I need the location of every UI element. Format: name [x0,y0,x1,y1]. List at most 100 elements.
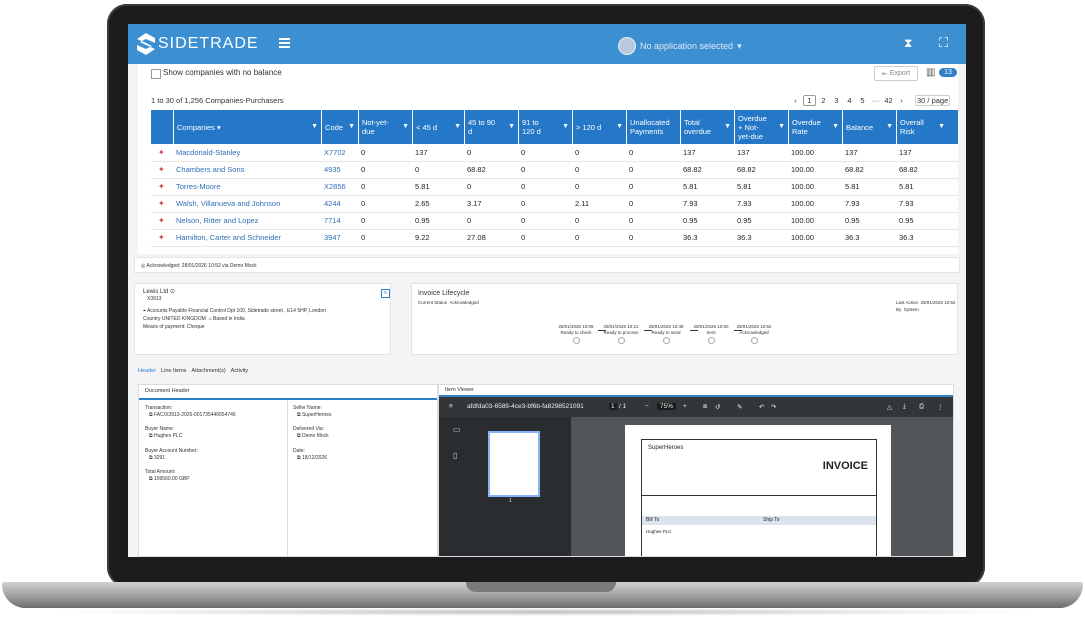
seller-name-value[interactable]: ⧉ SuperHeroes [297,412,332,418]
header-balance[interactable]: Balance ▼ [842,110,896,144]
page-2-button[interactable]: 2 [821,96,826,105]
filter-icon[interactable]: ▼ [886,123,893,130]
header-companies[interactable]: Companies ▾ ▼ [173,110,321,144]
hourglass-icon[interactable]: ⧗ [904,36,913,50]
filter-icon[interactable]: ▼ [616,123,623,130]
tab-line-items[interactable]: Line Items [161,368,187,374]
header-label: 91 to 120 d [522,118,541,136]
table-row[interactable]: ✦ Hamilton, Carter and Schneider 3947 0 9.22… [151,229,958,247]
filter-icon[interactable]: ▼ [402,123,409,130]
total-amount-value[interactable]: ⧉ 109560.00 GBP [149,476,190,482]
code-link[interactable]: X7702 [324,148,346,157]
transaction-value[interactable]: ⧉ FAC/X3913-2026-001735446654746 [149,412,236,418]
pdf-page-input[interactable]: 1 [609,403,617,410]
brand-name[interactable]: SIDETRADE [158,35,259,52]
header-code[interactable]: Code ▼ [321,110,358,144]
tab-header[interactable]: Header [138,368,157,374]
table-row[interactable]: ✦ Torres-Moore X2856 0 5.81 0 0 0 0 5.81 5.81 100.0… [151,178,958,196]
header-lt-45-days[interactable]: < 45 d ▼ [412,110,464,144]
company-link[interactable]: Macdonald-Stanley [176,148,241,157]
company-name[interactable]: Lewis Ltd ⊙ [143,289,175,296]
redo-icon[interactable]: ↷ [771,404,777,411]
code-link[interactable]: X2856 [324,182,346,191]
pdf-menu-icon[interactable]: ≡ [449,403,453,410]
header-total-overdue[interactable]: Total overdue ▼ [680,110,734,144]
drive-icon[interactable]: △ [887,404,892,411]
page-ellipsis[interactable]: ··· [871,96,880,105]
table-row[interactable]: ✦ Walsh, Villanueva and Johnson 4244 0 2.65 3… [151,195,958,213]
page-42-button[interactable]: 42 [884,96,893,105]
table-row[interactable]: ✦ Nelson, Ritter and Lopez 7714 0 0.95 0 0 0 0 0.… [151,212,958,230]
header-overdue-rate[interactable]: Overdue Rate ▼ [788,110,842,144]
tab-activity[interactable]: Activity [230,368,249,374]
zoom-out-icon[interactable]: − [645,403,649,410]
row-action-icon[interactable]: ✦ [158,165,165,174]
header-overdue-not-yet-due[interactable]: Overdue + Not-yet-due ▼ [734,110,788,144]
edit-icon[interactable]: ≡ [381,289,390,298]
row-action-icon[interactable]: ✦ [158,182,165,191]
previous-page-icon[interactable]: ‹ [794,96,797,105]
filter-icon[interactable]: ▼ [562,123,569,130]
page-4-button[interactable]: 4 [847,96,852,105]
download-icon[interactable]: ⤓ [903,403,906,410]
header-45-90-days[interactable]: 45 to 90 d ▼ [464,110,518,144]
pdf-page-thumbnail[interactable] [488,431,540,497]
rotate-icon[interactable]: ↺ [715,404,721,411]
zoom-in-icon[interactable]: + [683,403,687,410]
filter-icon[interactable]: ▼ [508,123,515,130]
thumbnails-icon[interactable]: ▭ [453,425,461,434]
filter-icon[interactable]: ▼ [348,123,355,130]
outline-icon[interactable]: ▯ [453,451,458,460]
company-link[interactable]: Chambers and Sons [176,165,245,174]
columns-icon[interactable]: ▥ [926,67,936,78]
row-action-icon[interactable]: ✦ [158,233,165,242]
filter-icon[interactable]: ▼ [778,123,785,130]
tab-attachments[interactable]: Attachment(s) [191,368,226,374]
table-row[interactable]: ✦ Chambers and Sons 4935 0 0 68.82 0 0 0 68.82 68.… [151,161,958,179]
hamburger-menu-icon[interactable] [279,38,290,49]
table-row[interactable]: ✦ Macdonald-Stanley X7702 0 137 0 0 0 0 137 137 100… [151,144,958,162]
code-link[interactable]: 3947 [324,233,341,242]
delivered-via-value[interactable]: ⧉ Demo Mock [297,433,329,439]
header-gt-120-days[interactable]: > 120 d ▼ [572,110,626,144]
annotate-icon[interactable]: ✎ [737,404,743,411]
export-button[interactable]: ⇤ Export [874,66,918,81]
code-link[interactable]: 7714 [324,216,341,225]
show-no-balance-checkbox[interactable] [151,69,161,79]
company-link[interactable]: Torres-Moore [176,182,221,191]
header-91-120-days[interactable]: 91 to 120 d ▼ [518,110,572,144]
company-link[interactable]: Walsh, Villanueva and Johnson [176,199,281,208]
header-label: Overdue + Not-yet-due [738,113,767,141]
header-overall-risk[interactable]: Overall Risk ▼ [896,110,948,144]
page-size-select[interactable]: 30 / page [915,95,951,106]
filter-icon[interactable]: ▼ [311,123,318,130]
filter-icon[interactable]: ▼ [454,123,461,130]
code-link[interactable]: 4244 [324,199,341,208]
more-options-icon[interactable]: ⋮ [937,404,944,411]
buyer-name-value[interactable]: ⧉ Hughes PLC [149,433,183,439]
page-5-button[interactable]: 5 [860,96,865,105]
company-link[interactable]: Hamilton, Carter and Schneider [176,233,282,242]
filter-icon[interactable]: ▼ [724,123,731,130]
page-3-button[interactable]: 3 [834,96,839,105]
row-action-icon[interactable]: ✦ [158,216,165,225]
fit-page-icon[interactable]: ⧈ [703,403,708,410]
pdf-zoom-level[interactable]: 75% [657,403,677,410]
table-cell: 100.00 [791,165,814,174]
application-selector[interactable]: No application selected ▾ [618,37,742,55]
next-page-icon[interactable]: › [900,96,903,105]
page-1-button[interactable]: 1 [803,95,816,106]
code-link[interactable]: 4935 [324,165,341,174]
row-action-icon[interactable]: ✦ [158,199,165,208]
filter-icon[interactable]: ▼ [832,123,839,130]
header-not-yet-due[interactable]: Not-yet-due ▼ [358,110,412,144]
fullscreen-icon[interactable]: ⛶ [939,35,949,50]
row-action-icon[interactable]: ✦ [158,148,165,157]
print-icon[interactable]: ⎙ [919,403,925,410]
filter-icon[interactable]: ▼ [938,123,945,130]
buyer-account-value[interactable]: ⧉ 3291 [149,455,166,461]
header-unallocated-payments[interactable]: Unallocated Payments [626,110,680,144]
company-link[interactable]: Nelson, Ritter and Lopez [176,216,259,225]
date-value[interactable]: ⧉ 18/12/2026 [297,455,327,461]
undo-icon[interactable]: ↶ [759,404,765,411]
